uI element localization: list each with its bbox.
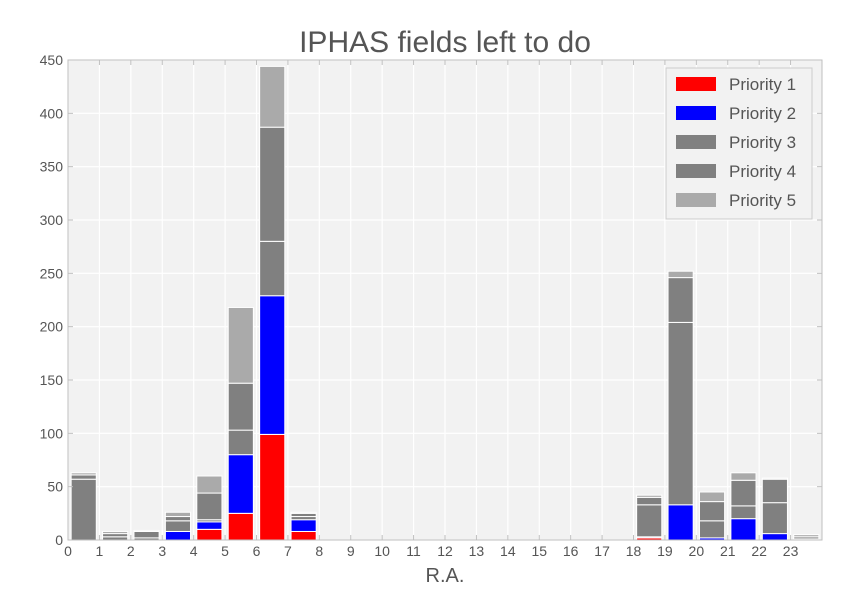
bar-segment-4 [259,126,286,242]
bar-segment-1 [259,433,286,541]
x-tick-label: 1 [96,543,104,559]
x-tick-label: 0 [64,543,72,559]
bar-segment-1 [227,512,254,541]
legend-swatch-3 [676,135,716,149]
bar-segment-2 [164,530,192,541]
bar-segment-4 [227,382,254,431]
bar-segment-5 [102,530,129,535]
legend: Priority 1 Priority 2 Priority 3 Priority 4… [665,67,813,220]
x-tick-label: 13 [469,543,485,559]
bar-segment-3 [730,505,757,520]
x-tick-label: 9 [347,543,355,559]
bar-segment-3 [70,478,97,541]
bar-segment-4 [698,501,726,522]
bar-segment-4 [730,479,757,507]
legend-label-4: Priority 4 [729,162,796,181]
x-tick-label: 2 [127,543,135,559]
bar-segment-5 [259,65,286,128]
bar-segment-5 [196,475,223,494]
bar-segment-2 [667,504,694,541]
legend-label-2: Priority 2 [729,104,796,123]
bar-segment-3 [667,321,694,506]
chart-title: IPHAS fields left to do [299,26,591,59]
legend-label-1: Priority 1 [729,75,796,94]
bar-segment-4 [636,496,663,506]
x-axis-label: R.A. [426,565,465,587]
bar-segment-4 [667,277,694,323]
bar-segment-5 [70,472,97,476]
bars-layer [70,65,820,541]
y-tick-label: 250 [40,265,64,281]
y-tick-label: 50 [47,479,63,495]
x-tick-label: 11 [406,543,421,559]
y-tick-label: 200 [40,319,64,335]
bar-segment-2 [761,533,788,541]
legend-swatch-2 [676,106,716,120]
bar-segment-3 [164,520,192,532]
x-tick-label: 5 [221,543,229,559]
legend-swatch-1 [676,77,716,91]
x-tick-label: 22 [751,543,767,559]
y-tick-label: 400 [40,105,64,121]
bar-segment-4 [761,478,788,504]
x-tick-label: 3 [158,543,166,559]
x-tick-label: 21 [720,543,736,559]
bar-segment-5 [667,270,694,279]
x-tick-label: 8 [315,543,323,559]
x-tick-label: 20 [689,543,705,559]
bar-segment-4 [164,516,192,522]
legend-swatch-4 [676,164,716,178]
bar-segment-3 [227,429,254,456]
bar-segment-5 [730,472,757,481]
bar-segment-4 [196,492,223,521]
bar-segment-2 [730,518,757,541]
bar-segment-4 [70,474,97,480]
x-tick-label: 16 [563,543,579,559]
bar-segment-5 [761,477,788,480]
bar-segment-5 [164,511,192,518]
legend-label-5: Priority 5 [729,191,796,210]
y-tick-label: 350 [40,159,64,175]
x-tick-label: 15 [531,543,547,559]
y-tick-label: 450 [40,52,64,68]
x-tick-label: 23 [783,543,799,559]
bar-segment-4 [133,530,160,539]
bar-segment-5 [793,534,820,538]
x-tick-label: 10 [374,543,390,559]
bar-segment-2 [290,519,317,532]
x-tick-label: 19 [657,543,673,559]
y-tick-label: 0 [55,532,63,548]
bar-segment-3 [259,240,286,297]
x-tick-label: 7 [284,543,292,559]
bar-segment-2 [227,454,254,514]
y-tick-label: 100 [40,425,64,441]
x-tick-label: 6 [253,543,261,559]
bar-segment-5 [636,494,663,498]
legend-label-3: Priority 3 [729,133,796,152]
x-tick-label: 17 [594,543,610,559]
bar-segment-5 [698,491,726,503]
x-tick-label: 14 [500,543,516,559]
bar-segment-3 [698,520,726,539]
bar-segment-5 [227,306,254,384]
x-tick-label: 12 [437,543,453,559]
bar-segment-5 [290,511,317,514]
bar-segment-1 [196,528,223,541]
bar-segment-2 [259,295,286,435]
bar-segment-3 [636,504,663,538]
x-tick-label: 4 [190,543,198,559]
bar-segment-2 [196,521,223,530]
legend-swatch-5 [676,193,716,207]
bar-segment-5 [133,529,160,532]
x-tick-label: 18 [626,543,642,559]
y-tick-label: 150 [40,372,64,388]
bar-segment-3 [761,502,788,535]
bar-segment-1 [290,530,317,541]
y-tick-label: 300 [40,212,64,228]
